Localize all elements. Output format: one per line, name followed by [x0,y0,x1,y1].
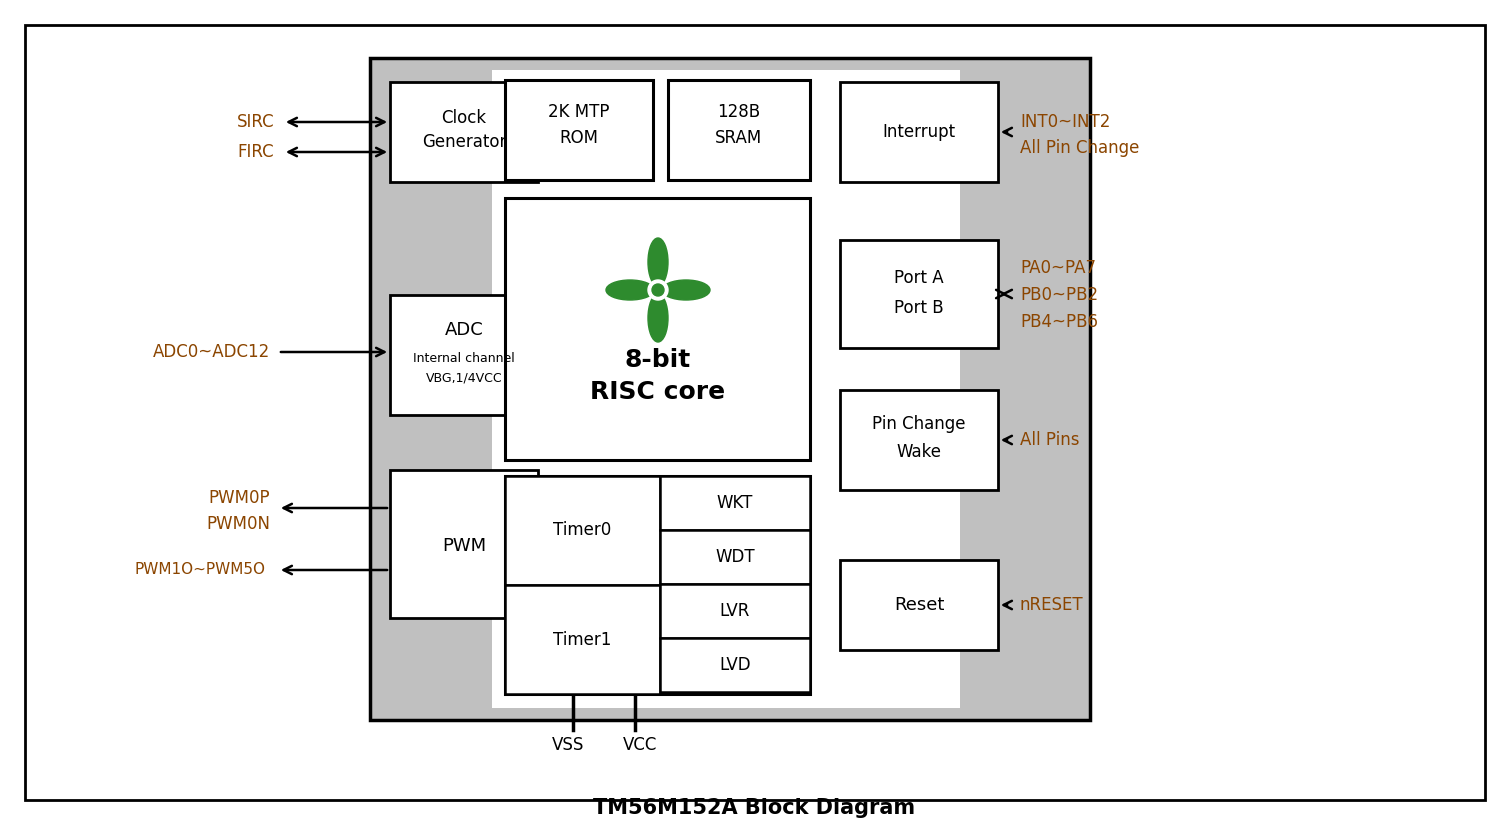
Text: Port A: Port A [895,269,943,287]
Bar [506,585,659,694]
Bar [841,390,997,490]
Text: LVR: LVR [720,602,750,620]
Text: Internal channel: Internal channel [413,351,515,365]
Bar [841,82,997,182]
Text: 128B: 128B [717,103,761,121]
Bar [659,476,810,530]
Circle shape [652,284,664,296]
Text: Timer1: Timer1 [552,631,611,649]
Text: Reset: Reset [893,596,945,614]
Bar [506,476,659,585]
Text: PB4~PB6: PB4~PB6 [1020,313,1099,331]
Text: PA0~PA7: PA0~PA7 [1020,259,1096,277]
Bar [389,470,539,618]
Text: 8-bit: 8-bit [625,348,691,372]
Text: WKT: WKT [717,494,753,512]
Bar [659,638,810,692]
Text: All Pins: All Pins [1020,431,1079,449]
Text: FIRC: FIRC [237,143,275,161]
Bar [370,58,1089,720]
Text: Clock: Clock [442,109,486,127]
Ellipse shape [662,280,711,300]
Text: Generator: Generator [423,133,506,151]
Bar [659,584,810,638]
Text: VSS: VSS [552,736,584,754]
Bar [506,80,653,180]
Text: ROM: ROM [560,129,599,147]
Text: Timer0: Timer0 [552,521,611,539]
Text: Interrupt: Interrupt [883,123,955,141]
Ellipse shape [647,294,668,342]
Text: TM56M152A Block Diagram: TM56M152A Block Diagram [593,798,914,818]
Text: Port B: Port B [895,299,943,317]
Text: PWM0N: PWM0N [207,515,270,533]
Bar [841,240,997,348]
Text: ADC: ADC [445,321,483,339]
Text: PWM0P: PWM0P [208,489,270,507]
Bar [668,80,810,180]
Text: Wake: Wake [896,443,942,461]
Bar [389,295,539,415]
Bar [506,198,810,460]
Text: PWM1O~PWM5O: PWM1O~PWM5O [134,563,266,578]
Text: All Pin Change: All Pin Change [1020,139,1139,157]
Text: SRAM: SRAM [715,129,762,147]
Text: VCC: VCC [623,736,658,754]
Text: PWM: PWM [442,537,486,555]
Bar [506,476,810,694]
Bar [841,560,997,650]
Text: PB0~PB2: PB0~PB2 [1020,286,1099,304]
Bar [492,70,960,708]
Text: ADC0~ADC12: ADC0~ADC12 [152,343,270,361]
Text: nRESET: nRESET [1020,596,1083,614]
Circle shape [647,280,668,300]
Text: 2K MTP: 2K MTP [548,103,610,121]
Text: WDT: WDT [715,548,754,566]
Bar [659,530,810,584]
Text: LVD: LVD [720,656,751,674]
Text: SIRC: SIRC [237,113,275,131]
Ellipse shape [647,238,668,286]
Text: RISC core: RISC core [590,380,726,404]
Text: INT0~INT2: INT0~INT2 [1020,113,1111,131]
Ellipse shape [607,280,653,300]
Text: VBG,1/4VCC: VBG,1/4VCC [426,371,502,385]
Text: Pin Change: Pin Change [872,415,966,433]
Bar [389,82,539,182]
